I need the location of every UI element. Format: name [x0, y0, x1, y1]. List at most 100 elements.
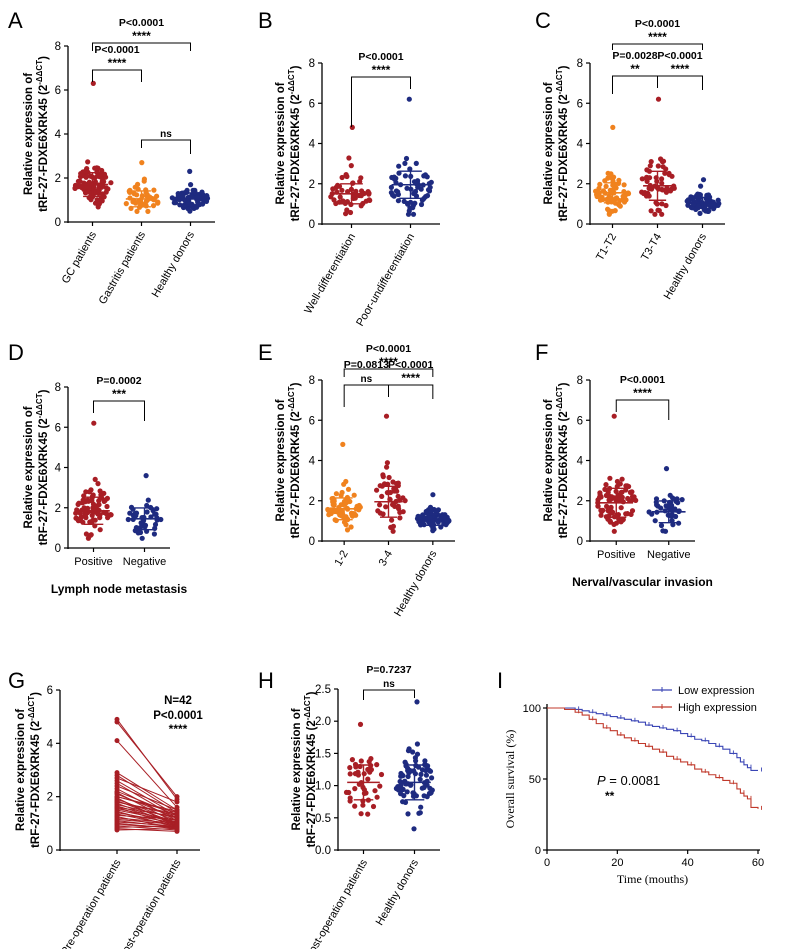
survival-curve [547, 707, 759, 809]
data-point [344, 527, 351, 533]
y-axis-label-sup: -ΔΔCT [27, 696, 36, 721]
data-point [662, 508, 668, 514]
significance-stars: ns [160, 129, 172, 140]
data-point [372, 788, 378, 794]
data-point [414, 699, 420, 705]
x-tick-label: 40 [682, 857, 694, 869]
comparison-bracket [343, 384, 389, 407]
data-point [418, 201, 425, 208]
data-point [598, 512, 604, 518]
data-point [595, 503, 601, 509]
data-point [663, 466, 670, 472]
data-point [139, 535, 145, 541]
data-point [94, 165, 100, 171]
data-point [374, 762, 380, 768]
panel-c: 0 2 4 6 8 Relative expression of tRF-27-FDXE6X… [543, 18, 725, 302]
data-point [337, 194, 343, 200]
panel-letter-h: H [258, 668, 274, 693]
p-value-label: P<0.0001 [153, 710, 203, 722]
y-tick-label: 0.5 [315, 813, 331, 825]
y-axis-label-sup: -ΔΔCT [555, 69, 564, 94]
data-point [188, 182, 194, 188]
data-point [427, 184, 433, 190]
paired-line [116, 825, 178, 828]
data-point [330, 186, 336, 192]
data-point [598, 507, 604, 513]
y-axis-label-sup: -ΔΔCT [303, 695, 312, 720]
y-axis-label-close: ) [558, 65, 570, 69]
data-point [395, 503, 401, 509]
data-point [348, 524, 354, 530]
data-point [697, 192, 704, 198]
data-point [97, 488, 103, 494]
y-tick-label: 2 [309, 496, 315, 508]
data-point [424, 782, 430, 788]
data-point [351, 194, 357, 200]
data-point [381, 481, 388, 487]
data-point [151, 187, 157, 193]
data-point [80, 173, 86, 179]
data-point [154, 193, 160, 199]
data-point [108, 180, 114, 186]
data-point [368, 767, 374, 773]
data-point [383, 504, 389, 510]
data-point [137, 524, 144, 531]
comparison-bracket [92, 42, 191, 51]
y-tick-label: 2.0 [315, 716, 331, 728]
y-axis-label-line2: tRF-27-FDXE6XRK45 (2 [290, 94, 302, 221]
p-value-letter: P [597, 773, 606, 788]
data-point [88, 532, 94, 538]
data-point [84, 189, 90, 195]
data-point [413, 758, 419, 764]
data-point [352, 803, 358, 809]
data-point [625, 190, 631, 196]
y-tick-label: 8 [55, 382, 61, 394]
data-point [135, 181, 141, 187]
data-point [595, 497, 601, 503]
data-point [383, 413, 390, 419]
paired-line [116, 828, 178, 831]
significance-stars: **** [633, 386, 652, 400]
data-point [424, 193, 431, 199]
x-axis-label: Lymph node metastasis [51, 582, 188, 596]
p-value-label: P<0.0001 [119, 17, 164, 29]
significance-stars: **** [132, 29, 151, 43]
panel-e: 0 2 4 6 8 Relative expression of tRF-27-FDXE6X… [275, 343, 455, 619]
data-point [653, 499, 659, 505]
data-point [380, 474, 386, 480]
y-tick-label: 100 [523, 703, 541, 715]
data-point [605, 508, 611, 514]
data-point [90, 80, 96, 86]
data-point [679, 497, 685, 503]
data-point [127, 510, 133, 516]
data-point [418, 804, 424, 810]
x-tick-label: 60 [752, 857, 764, 869]
data-point [669, 518, 675, 524]
data-point [400, 495, 406, 501]
data-point [649, 511, 655, 517]
data-point [671, 183, 677, 189]
data-point [624, 483, 630, 489]
data-point [406, 96, 412, 102]
data-point [143, 473, 149, 479]
data-point [639, 176, 645, 182]
data-point [370, 803, 377, 810]
y-tick-label: 2 [309, 179, 315, 191]
data-point [390, 523, 396, 530]
data-point [333, 491, 339, 497]
paired-line [116, 801, 178, 815]
significance-stars: ** [605, 789, 615, 803]
data-point [427, 504, 434, 510]
data-point [347, 765, 353, 771]
y-tick-label: 4 [309, 456, 316, 468]
data-point [413, 193, 420, 199]
data-point [171, 200, 177, 206]
data-point [345, 486, 352, 492]
data-point [422, 758, 428, 764]
data-point [415, 184, 421, 190]
data-point [621, 182, 627, 188]
y-tick-label: 2 [55, 503, 61, 515]
data-point [402, 160, 408, 166]
y-axis-label-sup: -ΔΔCT [555, 386, 564, 411]
